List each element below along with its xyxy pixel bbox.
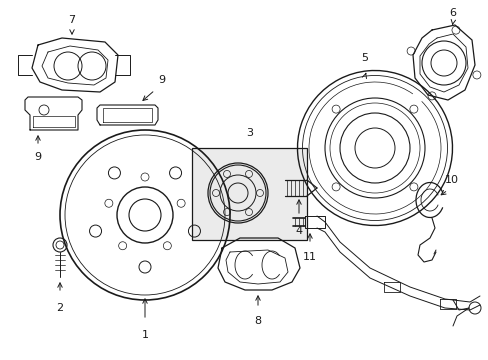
Text: 11: 11 [303, 252, 316, 262]
Bar [192, 148, 306, 240]
Text: 2: 2 [56, 303, 63, 313]
Text: 9: 9 [158, 75, 165, 85]
Text: 7: 7 [68, 15, 76, 25]
Circle shape [207, 163, 267, 223]
Text: 1: 1 [141, 330, 148, 340]
Text: 3: 3 [245, 128, 252, 138]
Text: 6: 6 [448, 8, 456, 18]
Text: 4: 4 [295, 226, 302, 236]
Text: 10: 10 [444, 175, 458, 185]
Text: 8: 8 [254, 316, 261, 326]
Text: 5: 5 [361, 53, 368, 63]
Text: 9: 9 [34, 152, 41, 162]
